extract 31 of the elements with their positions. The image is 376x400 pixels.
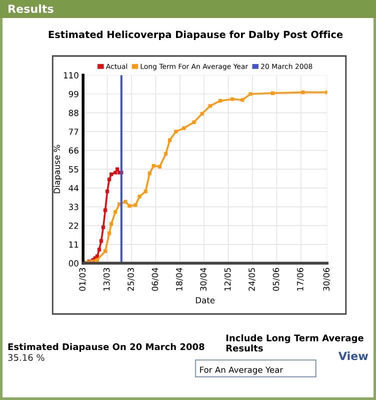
y-tick-label: 33 [68, 204, 78, 210]
x-tick-label: 17/06 [297, 268, 304, 290]
y-tick-label: 44 [68, 185, 78, 192]
text: For An Average Year [200, 366, 284, 375]
x-tick-label: 13/03 [103, 268, 110, 290]
y-tick-label: 110 [64, 72, 78, 78]
x-tick-label: 25/03 [128, 268, 135, 291]
x-tick-label: 06/04 [152, 268, 159, 291]
x-tick-label: 30/06 [323, 268, 330, 291]
y-tick-label: 88 [68, 110, 78, 116]
y-tick-label: 77 [69, 128, 78, 135]
x-tick-label: 01/03 [79, 268, 86, 291]
y-axis-title: Diapause % [54, 144, 62, 194]
x-tick-label: 18/04 [176, 268, 183, 290]
x-axis-title: Date [196, 297, 215, 304]
text: 35.16 % [8, 354, 44, 361]
chart-title: Estimated Helicoverpa Diapause for Dalby Post Office [48, 30, 343, 40]
y-tick-label: 66 [68, 147, 78, 154]
x-tick-label: 24/05 [248, 268, 256, 291]
y-tick-label: 22 [68, 222, 78, 229]
text: Include Long Term Average Results [226, 334, 364, 352]
y-tick-label: 11 [69, 241, 78, 248]
y-tick-label: 99 [68, 90, 78, 98]
text: Estimated Diapause On 20 March 2008 [8, 343, 204, 352]
text: Results [8, 4, 54, 13]
x-tick-label: 05/06 [272, 268, 280, 291]
x-tick-label: 12/05 [224, 268, 232, 290]
y-tick-label: 55 [68, 166, 78, 172]
x-tick-label: 30/04 [200, 268, 208, 291]
y-tick-label: 00 [68, 260, 78, 266]
text: View [338, 352, 368, 360]
